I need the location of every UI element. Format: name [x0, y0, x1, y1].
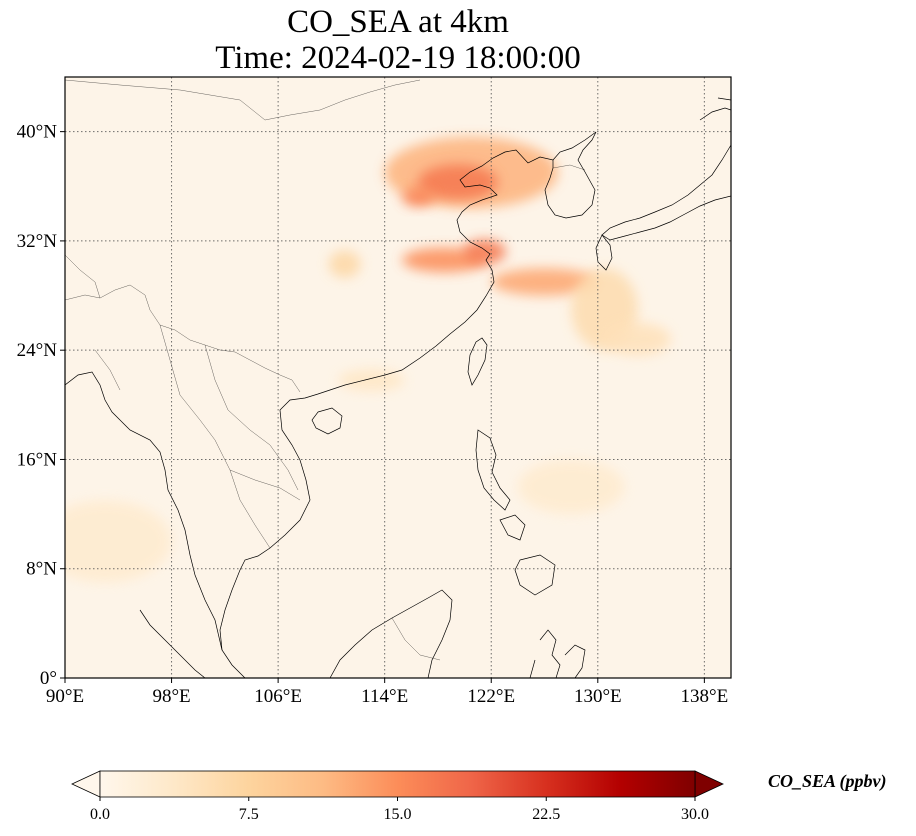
lon-tick-label: 106°E	[254, 686, 302, 707]
axes: 90°E 98°E 106°E 114°E 122°E 130°E 138°E 0° 8°N 16…	[17, 122, 729, 707]
coastline-myanmar	[65, 371, 223, 651]
lon-tick-label: 138°E	[681, 686, 729, 707]
map-frame	[64, 76, 732, 679]
border-thailand-cambodia	[229, 469, 301, 501]
co-plume	[65, 500, 172, 583]
colorbar-ramp	[99, 770, 696, 798]
coastline-luzon	[475, 429, 511, 511]
coastline-hokkaido	[699, 97, 731, 121]
colorbar-extend-low	[71, 770, 101, 798]
colorbar-tick-label: 15.0	[384, 806, 412, 823]
colorbar-tick-label: 30.0	[681, 806, 709, 823]
lat-tick-label: 16°N	[17, 449, 58, 470]
lat-tick-label: 24°N	[17, 340, 58, 361]
colorbar-tick-label: 22.5	[532, 806, 560, 823]
colorbar-extend-high	[694, 770, 724, 798]
coastline-philippines-south	[499, 514, 556, 596]
colorbar-tick-label: 7.5	[239, 806, 259, 823]
coastlines	[65, 97, 731, 678]
coastline-honshu	[601, 144, 731, 241]
lon-tick-label: 122°E	[467, 686, 515, 707]
border-china-mongolia	[65, 79, 421, 121]
lon-tick-label: 130°E	[574, 686, 622, 707]
co-plume	[491, 268, 598, 296]
coastline-korea	[544, 131, 597, 219]
lat-tick-label: 0°	[40, 668, 57, 689]
map-subtitle: Time: 2024-02-19 18:00:00	[215, 40, 581, 76]
co-plume	[604, 322, 672, 356]
border-laos-vietnam	[204, 344, 299, 491]
co-plume	[517, 459, 625, 515]
coastline-asia-mainland	[219, 131, 597, 678]
graticule	[65, 77, 731, 678]
border-china-south	[65, 284, 301, 393]
border-borneo	[391, 617, 441, 661]
colorbar-label: CO_SEA (ppbv)	[768, 771, 887, 791]
border-india-myanmar	[65, 254, 121, 391]
coastline-sulawesi	[529, 629, 561, 678]
lon-tick-label: 98°E	[152, 686, 190, 707]
coastline-borneo	[329, 589, 453, 678]
coastline-hainan	[311, 407, 343, 435]
concentration-field	[65, 137, 672, 583]
coastline-new-guinea	[564, 644, 586, 678]
lat-tick-label: 32°N	[17, 231, 58, 252]
lon-tick-label: 90°E	[46, 686, 84, 707]
co-plume	[401, 187, 434, 207]
lon-tick-label: 114°E	[361, 686, 408, 707]
co-plume	[328, 250, 361, 278]
co-plume	[338, 369, 405, 392]
lat-tick-label: 8°N	[26, 559, 57, 580]
border-indochina	[159, 324, 271, 549]
coastline-kyushu	[595, 234, 613, 271]
co-plume	[417, 164, 498, 200]
colorbar: 0.0 7.5 15.0 22.5 30.0	[71, 770, 724, 823]
country-borders	[65, 79, 586, 661]
map-title: CO_SEA at 4km	[287, 4, 509, 40]
colorbar-tick-label: 0.0	[90, 806, 110, 823]
lat-tick-label: 40°N	[17, 122, 58, 143]
coastline-sumatra	[139, 609, 206, 678]
border-korea	[552, 164, 586, 171]
co-plume	[463, 239, 506, 265]
